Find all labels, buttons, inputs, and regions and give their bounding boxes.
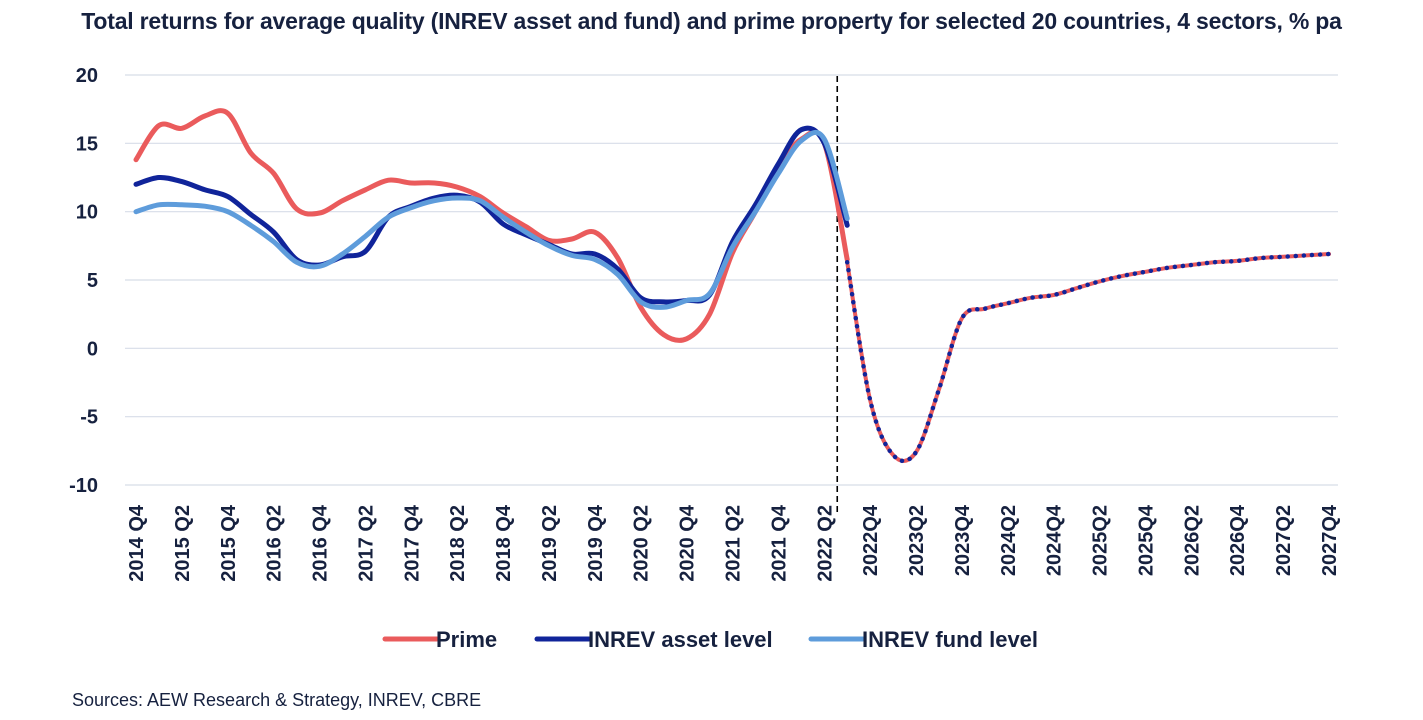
inrev-asset-line xyxy=(133,125,850,305)
y-tick-label: 10 xyxy=(76,202,98,224)
x-tick-label: 2025Q2 xyxy=(1090,505,1112,576)
legend-prime: Prime xyxy=(382,627,497,652)
x-tick-label: 2016 Q2 xyxy=(264,505,286,582)
x-tick-label: 2020 Q2 xyxy=(631,505,653,582)
line-chart: 20 15 10 5 0 -5 -10 2014 Q4 2015 Q2 2015 Q4 2016 … xyxy=(69,65,1341,652)
x-tick-label: 2027Q4 xyxy=(1319,504,1341,576)
legend-label: Prime xyxy=(436,627,497,652)
x-tick-label: 2015 Q4 xyxy=(218,504,240,582)
legend: Prime INREV asset level INREV fund level xyxy=(382,627,1038,652)
x-tick-label: 2018 Q2 xyxy=(447,505,469,582)
x-tick-label: 2026Q2 xyxy=(1181,505,1203,576)
y-tick-label: 20 xyxy=(76,65,98,87)
x-tick-label: 2018 Q4 xyxy=(493,504,515,582)
x-tick-label: 2026Q4 xyxy=(1227,504,1249,576)
x-tick-label: 2024Q4 xyxy=(1044,504,1066,576)
y-axis-ticks: 20 15 10 5 0 -5 -10 xyxy=(69,65,98,497)
x-axis-ticks: 2014 Q4 2015 Q2 2015 Q4 2016 Q2 2016 Q4 2017 … xyxy=(126,504,1341,582)
x-tick-label: 2017 Q2 xyxy=(355,505,377,582)
x-tick-label: 2022 Q2 xyxy=(814,505,836,582)
x-tick-label: 2019 Q4 xyxy=(585,504,607,582)
x-tick-label: 2021 Q2 xyxy=(723,505,745,582)
x-tick-label: 2020 Q4 xyxy=(677,504,699,582)
x-tick-label: 2015 Q2 xyxy=(172,505,194,582)
legend-label: INREV asset level xyxy=(588,627,773,652)
y-tick-label: -5 xyxy=(80,407,98,429)
x-tick-label: 2017 Q4 xyxy=(401,504,423,582)
forecast-line-inrev xyxy=(844,251,1332,464)
y-tick-label: 15 xyxy=(76,133,98,155)
y-tick-label: 0 xyxy=(87,338,98,360)
legend-inrev-fund: INREV fund level xyxy=(808,627,1038,652)
y-tick-label: 5 xyxy=(87,270,98,292)
gridlines xyxy=(125,74,1338,486)
x-tick-label: 2019 Q2 xyxy=(539,505,561,582)
x-tick-label: 2021 Q4 xyxy=(768,504,790,582)
source-note: Sources: AEW Research & Strategy, INREV,… xyxy=(72,690,482,710)
series-lines xyxy=(133,108,1332,464)
x-tick-label: 2025Q4 xyxy=(1135,504,1157,576)
x-tick-label: 2027Q2 xyxy=(1273,505,1295,576)
inrev-fund-line xyxy=(133,129,850,310)
x-tick-label: 2023Q4 xyxy=(952,504,974,576)
x-tick-label: 2023Q2 xyxy=(906,505,928,576)
x-tick-label: 2014 Q4 xyxy=(126,504,148,582)
prime-line xyxy=(133,108,850,343)
y-tick-label: -10 xyxy=(69,475,98,497)
legend-label: INREV fund level xyxy=(862,627,1038,652)
chart-title: Total returns for average quality (INREV… xyxy=(81,8,1342,34)
x-tick-label: 2022Q4 xyxy=(860,504,882,576)
x-tick-label: 2024Q2 xyxy=(998,505,1020,576)
x-tick-label: 2016 Q4 xyxy=(310,504,332,582)
legend-inrev-asset: INREV asset level xyxy=(534,627,773,652)
